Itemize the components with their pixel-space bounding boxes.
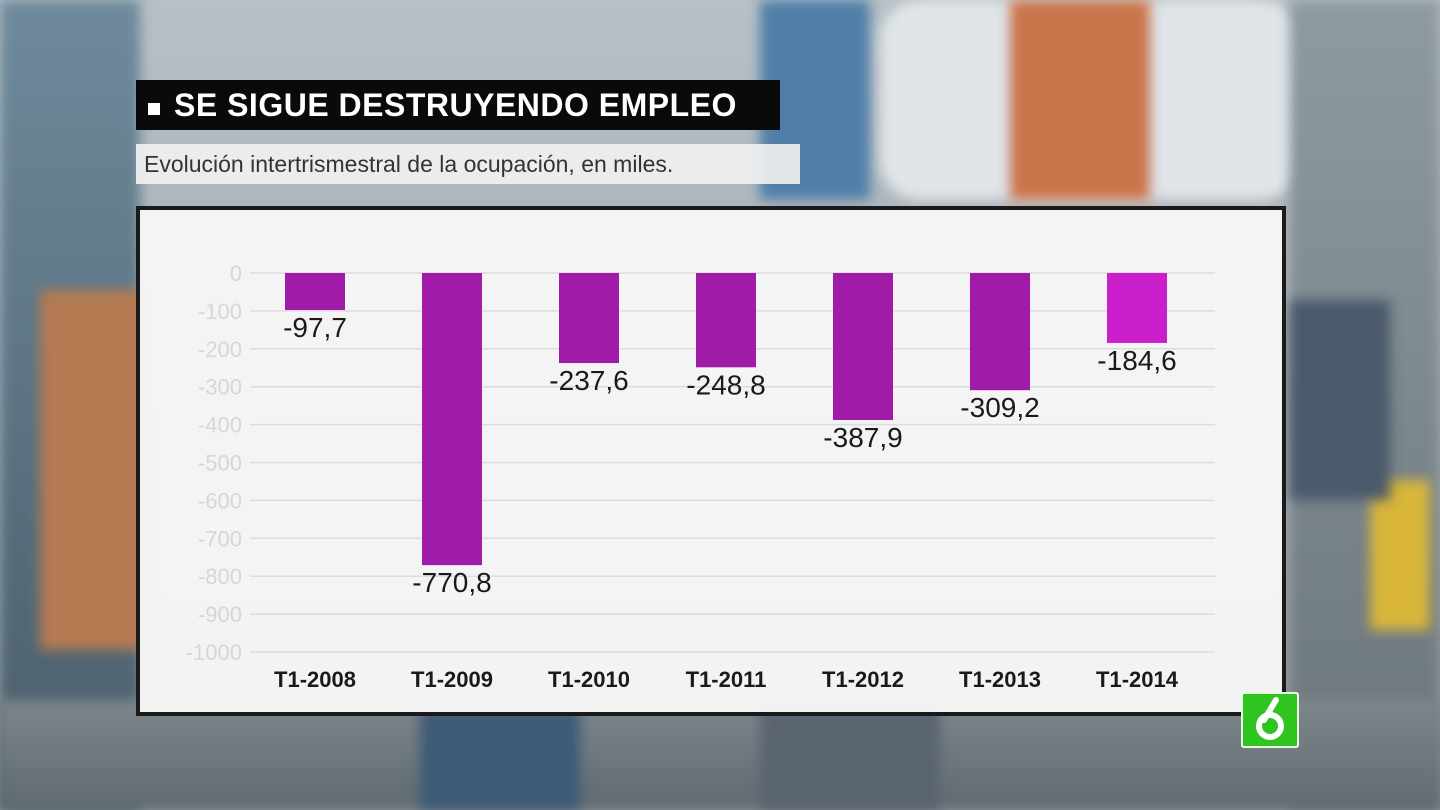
value-label: -387,9 (823, 422, 902, 453)
la-sexta-logo (1241, 692, 1299, 748)
value-label: -237,6 (549, 365, 628, 396)
y-tick-label: -200 (198, 337, 242, 362)
bar (696, 273, 756, 368)
bar (833, 273, 893, 421)
y-tick-label: -800 (198, 564, 242, 589)
y-tick-label: -1000 (186, 640, 242, 665)
bars (285, 273, 1167, 566)
chart-subtitle-banner: Evolución intertrismestral de la ocupaci… (136, 144, 800, 184)
chart-subtitle: Evolución intertrismestral de la ocupaci… (144, 150, 674, 177)
x-tick-label: T1-2009 (411, 667, 493, 692)
value-label: -309,2 (960, 392, 1039, 423)
y-tick-label: -300 (198, 375, 242, 400)
value-labels: -97,7 -770,8 -237,6 -248,8 -387,9 -309,2 -184,… (283, 312, 1177, 598)
y-axis-ticks: 0 -100 -200 -300 -400 -500 -600 -700 -800 -900 -10… (186, 261, 242, 665)
x-tick-label: T1-2012 (822, 667, 904, 692)
value-label: -248,8 (686, 369, 765, 400)
bar (1107, 273, 1167, 343)
value-label: -770,8 (412, 567, 491, 598)
y-tick-label: -100 (198, 299, 242, 324)
bar (285, 273, 345, 311)
bar (970, 273, 1030, 391)
y-tick-label: -900 (198, 602, 242, 627)
y-tick-label: 0 (230, 261, 242, 286)
la-sexta-six-icon (1256, 697, 1284, 740)
value-label: -97,7 (283, 312, 347, 343)
square-bullet-icon (148, 103, 160, 115)
gridlines (250, 272, 1215, 653)
bar (559, 273, 619, 364)
y-tick-label: -700 (198, 526, 242, 551)
chart-title-banner: SE SIGUE DESTRUYENDO EMPLEO (136, 80, 780, 130)
bar (422, 273, 482, 566)
y-tick-label: -600 (198, 488, 242, 513)
x-tick-label: T1-2010 (548, 667, 630, 692)
value-label: -184,6 (1097, 345, 1176, 376)
x-tick-label: T1-2014 (1096, 667, 1179, 692)
y-tick-label: -400 (198, 413, 242, 438)
x-tick-label: T1-2013 (959, 667, 1041, 692)
chart-title: SE SIGUE DESTRUYENDO EMPLEO (174, 86, 737, 123)
y-tick-label: -500 (198, 451, 242, 476)
x-tick-label: T1-2011 (686, 667, 767, 692)
x-axis-ticks: T1-2008 T1-2009 T1-2010 T1-2011 T1-2012 T1-20… (274, 667, 1179, 692)
x-tick-label: T1-2008 (274, 667, 356, 692)
